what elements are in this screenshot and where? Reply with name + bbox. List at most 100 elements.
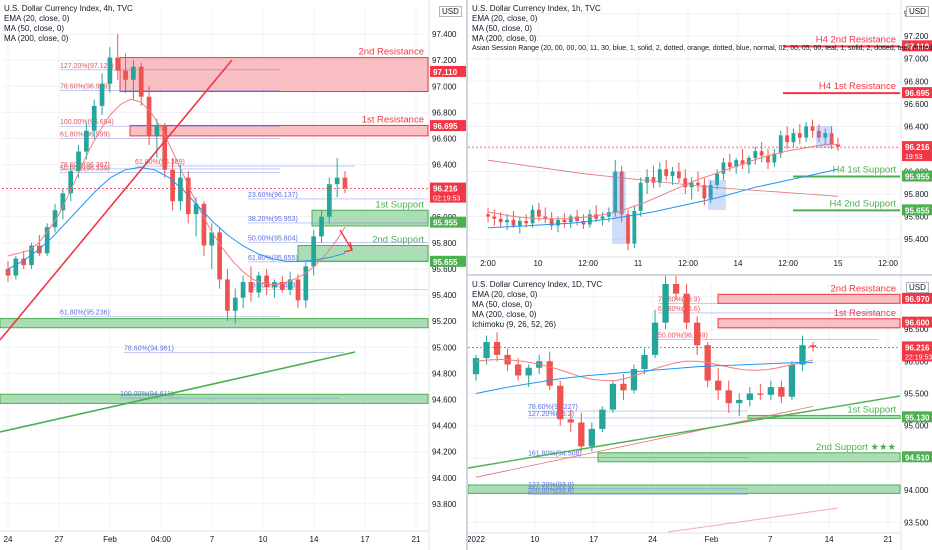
candle-body[interactable] (683, 293, 690, 323)
candle-body[interactable] (543, 216, 548, 219)
candle-body[interactable] (736, 399, 743, 404)
candle-body[interactable] (727, 162, 732, 167)
candle-body[interactable] (264, 275, 269, 288)
candle-body[interactable] (511, 219, 516, 226)
candle-body[interactable] (492, 216, 497, 219)
resistance-zone[interactable] (119, 57, 429, 93)
candle-body[interactable] (809, 345, 817, 348)
candle-body[interactable] (670, 171, 675, 176)
candle-body[interactable] (131, 66, 136, 80)
candle-body[interactable] (209, 232, 215, 246)
candle-body[interactable] (797, 133, 802, 138)
candle-body[interactable] (201, 203, 207, 246)
candle-body[interactable] (638, 182, 643, 211)
trendline-red[interactable] (0, 59, 233, 341)
candle-body[interactable] (107, 57, 113, 84)
candle-body[interactable] (575, 216, 579, 222)
candle-body[interactable] (677, 171, 681, 179)
resistance-zone[interactable] (717, 293, 901, 304)
candle-body[interactable] (295, 279, 301, 301)
candle-body[interactable] (483, 341, 490, 359)
trendline-green[interactable] (0, 351, 356, 433)
candle-body[interactable] (123, 70, 128, 80)
candle-body[interactable] (708, 184, 713, 199)
candle-body[interactable] (766, 155, 770, 163)
candle-body[interactable] (683, 178, 688, 188)
trendline-green[interactable] (468, 395, 901, 469)
candle-body[interactable] (740, 160, 745, 165)
candle-body[interactable] (747, 157, 751, 165)
candle-body[interactable] (599, 409, 606, 429)
candle-body[interactable] (810, 126, 815, 131)
candle-body[interactable] (549, 218, 554, 226)
candle-body[interactable] (557, 385, 564, 420)
candle-body[interactable] (568, 216, 573, 223)
candle-body[interactable] (829, 133, 834, 145)
candle-body[interactable] (778, 135, 783, 154)
candle-body[interactable] (626, 214, 630, 244)
candle-body[interactable] (21, 258, 27, 266)
candle-body[interactable] (630, 369, 638, 391)
candle-body[interactable] (836, 144, 840, 147)
candle-body[interactable] (326, 184, 332, 217)
candle-body[interactable] (279, 282, 285, 290)
candle-body[interactable] (746, 393, 753, 400)
candle-body[interactable] (524, 221, 529, 224)
candle-body[interactable] (546, 361, 553, 386)
candle-body[interactable] (193, 203, 199, 215)
candle-body[interactable] (785, 135, 789, 143)
candle-body[interactable] (757, 393, 764, 395)
candle-body[interactable] (696, 182, 700, 185)
candle-body[interactable] (778, 387, 785, 397)
candle-body[interactable] (772, 153, 777, 163)
candle-body[interactable] (607, 212, 611, 217)
candle-body[interactable] (581, 221, 586, 225)
candle-body[interactable] (217, 232, 222, 280)
candle-body[interactable] (52, 210, 58, 228)
indicator-ema[interactable]: EMA (20, close, 0) (472, 290, 538, 299)
candle-body[interactable] (240, 282, 246, 298)
candle-body[interactable] (525, 367, 532, 376)
candle-body[interactable] (759, 151, 764, 156)
candle-body[interactable] (472, 358, 480, 375)
chart-4h-canvas[interactable]: 97.400 97.200 97.000 96.800 96.600 96.400 96.2… (0, 0, 466, 550)
candle-body[interactable] (256, 275, 262, 293)
candle-body[interactable] (311, 236, 317, 267)
candle-body[interactable] (334, 177, 340, 185)
chart-panel-1d[interactable]: 97.00096.50096.00095.50095.00094.50094.0… (468, 276, 932, 550)
candle-body[interactable] (537, 209, 541, 217)
candle-body[interactable] (693, 322, 701, 346)
candle-body[interactable] (514, 364, 522, 376)
candle-body[interactable] (594, 214, 599, 219)
candle-body[interactable] (84, 130, 89, 152)
candle-body[interactable] (753, 151, 758, 158)
indicator-ma50[interactable]: MA (50, close, 0) (4, 24, 65, 33)
candle-body[interactable] (517, 221, 522, 226)
indicator-ma200[interactable]: MA (200, close, 0) (472, 34, 537, 43)
candle-body[interactable] (734, 160, 739, 167)
indicator-ma200[interactable]: MA (200, close, 0) (4, 34, 69, 43)
candle-body[interactable] (486, 214, 490, 217)
candle-body[interactable] (505, 219, 509, 223)
indicator-ma50[interactable]: MA (50, close, 0) (472, 24, 533, 33)
panel-divider-horizontal[interactable] (468, 274, 932, 276)
candle-body[interactable] (620, 383, 627, 391)
candle-body[interactable] (664, 169, 669, 176)
candle-body[interactable] (99, 83, 105, 106)
indicator-ma50[interactable]: MA (50, close, 0) (472, 300, 533, 309)
candle-body[interactable] (817, 130, 821, 138)
indicator-ma200[interactable]: MA (200, close, 0) (472, 310, 537, 319)
candle-body[interactable] (609, 383, 617, 410)
candle-body[interactable] (600, 216, 605, 219)
support-zone[interactable] (0, 318, 429, 329)
candle-body[interactable] (662, 284, 669, 323)
candle-body[interactable] (715, 173, 719, 185)
support-zone[interactable] (747, 414, 901, 419)
candle-body[interactable] (823, 133, 828, 138)
indicator-ema[interactable]: EMA (20, close, 0) (4, 14, 70, 23)
candle-body[interactable] (567, 419, 574, 423)
panel-divider-vertical[interactable] (466, 0, 468, 550)
candle-body[interactable] (632, 210, 637, 244)
candle-body[interactable] (68, 171, 74, 194)
candle-body[interactable] (619, 171, 624, 215)
